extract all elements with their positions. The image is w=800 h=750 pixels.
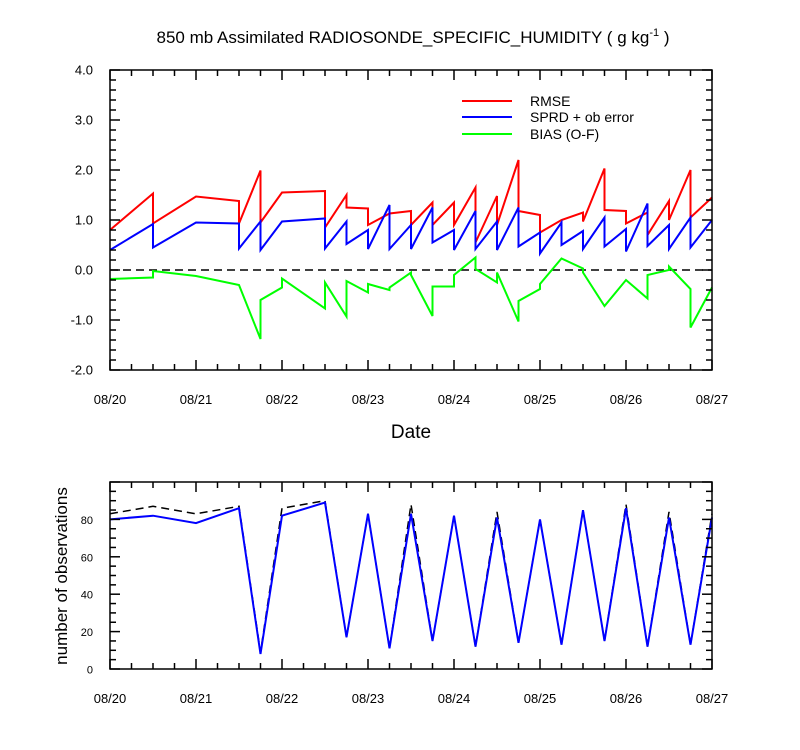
top-y-tick-label: 2.0 — [75, 163, 93, 178]
bot-y-tick-label: 0 — [87, 665, 93, 677]
top-y-tick-label: -1.0 — [71, 313, 93, 328]
top-y-tick-label: 1.0 — [75, 213, 93, 228]
top-y-tick-label: 4.0 — [75, 63, 93, 78]
bottom-plot-frame — [109, 481, 713, 670]
bot-x-tick-label: 08/24 — [438, 691, 471, 706]
bot-y-tick-label: 80 — [81, 515, 93, 527]
series-line-sprd-ob-error — [109, 203, 713, 257]
legend-label-sprd: SPRD + ob error — [530, 109, 634, 125]
title-superscript: -1 — [649, 27, 659, 39]
top-x-tick-label: 08/27 — [696, 392, 729, 407]
top-y-tick-label: 0.0 — [75, 263, 93, 278]
chart-title: 850 mb Assimilated RADIOSONDE_SPECIFIC_H… — [157, 27, 670, 47]
bot-x-tick-label: 08/21 — [180, 691, 213, 706]
top-plot-frame — [109, 69, 713, 371]
bot-y-tick-label: 20 — [81, 627, 93, 639]
top-series-lines — [109, 159, 713, 340]
top-y-tick-label: -2.0 — [71, 363, 93, 378]
bottom-axis-ticks — [109, 481, 713, 670]
series-line-bias-o-f — [109, 255, 713, 340]
series-line-assimilated — [109, 501, 713, 655]
top-x-tick-label: 08/22 — [266, 392, 299, 407]
bot-x-tick-label: 08/26 — [610, 691, 643, 706]
y-axis-label-observations: number of observations — [52, 487, 71, 665]
top-x-tick-label: 08/26 — [610, 392, 643, 407]
bot-x-tick-label: 08/23 — [352, 691, 385, 706]
top-x-tick-label: 08/21 — [180, 392, 213, 407]
top-x-tick-label: 08/20 — [94, 392, 127, 407]
bottom-series-lines — [109, 499, 713, 655]
bottom-tick-labels: 08/20 08/21 08/22 08/23 08/24 08/25 08/26 08/27… — [81, 515, 729, 706]
bot-y-tick-label: 60 — [81, 552, 93, 564]
legend: RMSE SPRD + ob error BIAS (O-F) — [462, 93, 634, 142]
legend-label-bias: BIAS (O-F) — [530, 126, 599, 142]
top-tick-labels: 08/20 08/21 08/22 08/23 08/24 08/25 08/26 08/27… — [71, 63, 729, 408]
title-main: 850 mb Assimilated RADIOSONDE_SPECIFIC_H… — [157, 28, 650, 47]
bot-y-tick-label: 40 — [81, 590, 93, 602]
legend-label-rmse: RMSE — [530, 93, 570, 109]
series-line-rmse — [109, 159, 713, 243]
top-x-tick-label: 08/23 — [352, 392, 385, 407]
top-x-tick-label: 08/25 — [524, 392, 557, 407]
top-y-tick-label: 3.0 — [75, 113, 93, 128]
bot-x-tick-label: 08/27 — [696, 691, 729, 706]
title-end: ) — [659, 28, 669, 47]
bot-x-tick-label: 08/20 — [94, 691, 127, 706]
bot-x-tick-label: 08/25 — [524, 691, 557, 706]
series-line-possible — [109, 499, 713, 653]
bot-x-tick-label: 08/22 — [266, 691, 299, 706]
x-axis-label: Date — [391, 422, 431, 443]
top-x-tick-label: 08/24 — [438, 392, 471, 407]
